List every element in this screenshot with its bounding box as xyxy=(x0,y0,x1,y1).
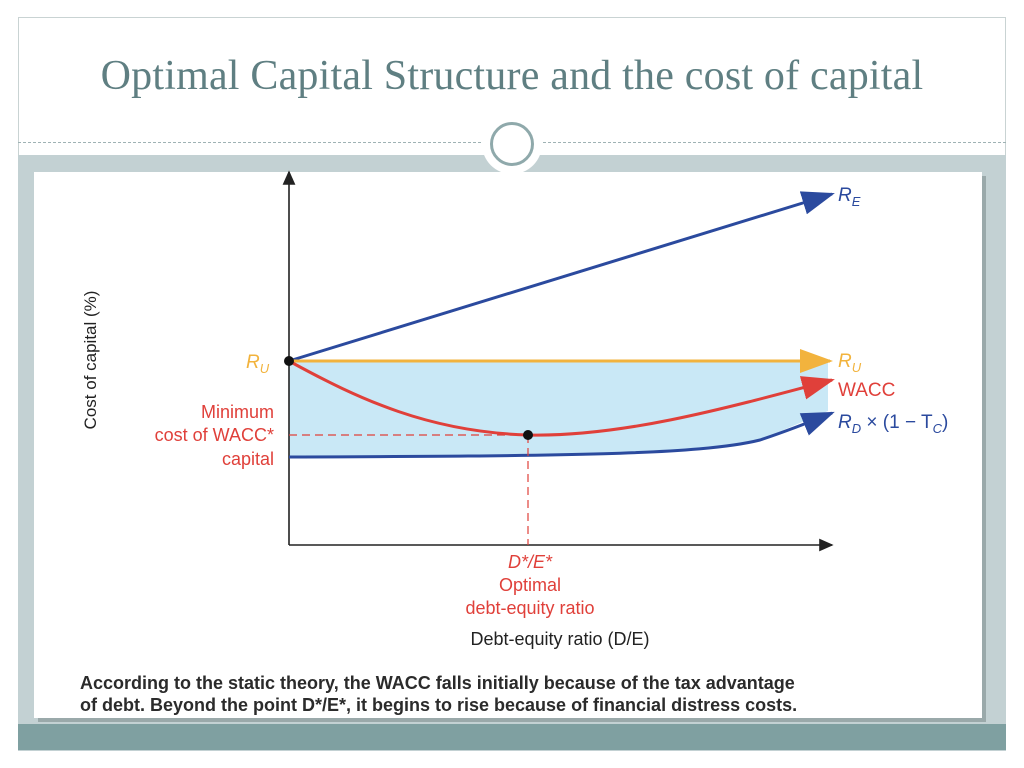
optimal-de-label: D*/E* xyxy=(508,552,553,572)
ru-curve-label: RU xyxy=(838,351,862,375)
min-cost-label-line3: capital xyxy=(222,449,274,469)
rd-curve-label: RD × (1 − TC) xyxy=(838,412,948,436)
figure-caption: According to the static theory, the WACC… xyxy=(80,672,980,716)
optimal-label: Optimal xyxy=(499,575,561,595)
tax-shield-area xyxy=(289,361,828,457)
rd-after-tax-curve xyxy=(288,411,835,459)
caption-line-1: According to the static theory, the WACC… xyxy=(80,673,795,693)
caption-line-2: of debt. Beyond the point D*/E*, it begi… xyxy=(80,695,798,715)
optimal-ratio-label: debt-equity ratio xyxy=(465,598,594,618)
ru-origin-point xyxy=(284,356,294,366)
wacc-curve-label: WACC xyxy=(838,380,895,401)
content-band-bottom xyxy=(18,724,1006,750)
x-axis-label: Debt-equity ratio (D/E) xyxy=(470,629,649,649)
re-line xyxy=(288,191,835,363)
min-cost-label-line1: Minimum xyxy=(201,402,274,422)
re-curve-label: RE xyxy=(838,185,861,209)
slide-title: Optimal Capital Structure and the cost o… xyxy=(100,53,924,99)
divider-ornament-ring xyxy=(490,122,534,166)
y-axis-label: Cost of capital (%) xyxy=(81,291,100,430)
min-wacc-point xyxy=(523,430,533,440)
min-cost-label-line2: cost of WACC* xyxy=(155,425,274,445)
ru-left-label: RU xyxy=(246,352,270,376)
